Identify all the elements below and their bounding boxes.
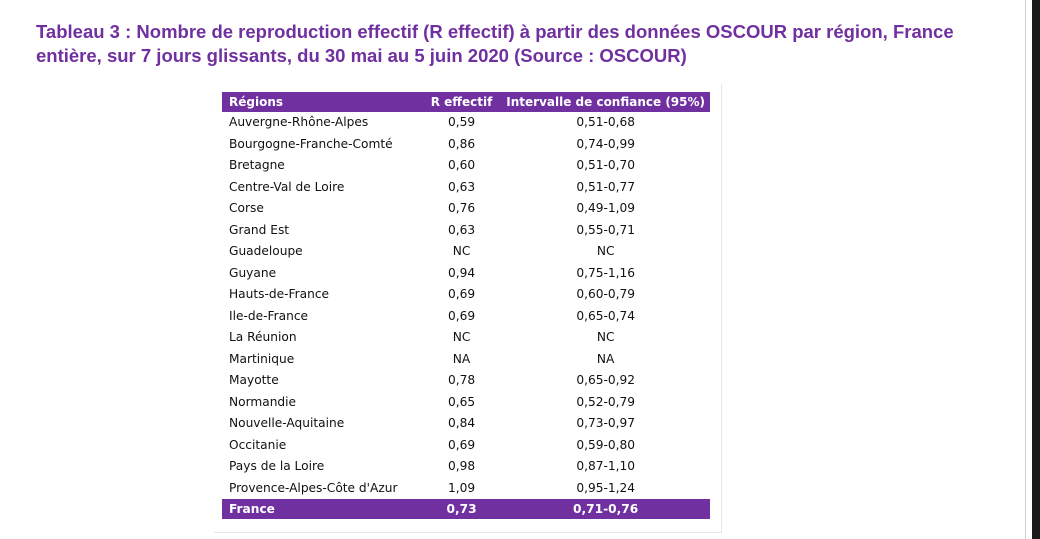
table-row: Bourgogne-Franche-Comté 0,86 0,74-0,99 <box>222 134 710 156</box>
region-cell: Corse <box>229 201 264 215</box>
r-effectif-cell: NC <box>452 330 471 344</box>
table-row: La Réunion NC NC <box>222 327 710 349</box>
region-cell: Centre-Val de Loire <box>229 179 345 194</box>
region-cell: Grand Est <box>229 222 290 237</box>
table-row: Mayotte 0,78 0,65-0,92 <box>222 370 710 392</box>
table-row: Nouvelle-Aquitaine 0,84 0,73-0,97 <box>222 413 710 435</box>
confidence-interval-cell: 0,73-0,97 <box>576 416 635 430</box>
confidence-interval-cell: 0,49-1,09 <box>576 201 635 215</box>
table-row: Occitanie 0,69 0,59-0,80 <box>222 435 710 457</box>
table-body: Auvergne-Rhône-Alpes 0,59 0,51-0,68 Bourgog… <box>222 112 710 499</box>
confidence-interval-cell: NC <box>596 244 615 258</box>
table-row: Provence-Alpes-Côte d'Azur 1,09 0,95-1,24 <box>222 478 710 500</box>
table-row: Pays de la Loire 0,98 0,87-1,10 <box>222 456 710 478</box>
total-r-cell: 0,73 <box>421 499 502 519</box>
region-cell: Pays de la Loire <box>229 459 325 473</box>
confidence-interval-cell: 0,51-0,70 <box>576 158 635 172</box>
confidence-interval-cell: 0,51-0,77 <box>576 179 635 194</box>
table-row: Guadeloupe NC NC <box>222 241 710 263</box>
total-ci-cell: 0,71-0,76 <box>501 499 710 519</box>
header-r-effectif: R effectif <box>421 92 502 112</box>
window-edge <box>1032 0 1040 539</box>
r-effectif-cell: NA <box>452 351 471 366</box>
region-cell: Normandie <box>229 394 297 409</box>
confidence-interval-cell: 0,55-0,71 <box>576 222 635 237</box>
r-effectif-cell: NC <box>452 244 471 258</box>
confidence-interval-cell: 0,59-0,80 <box>576 437 635 452</box>
region-cell: Mayotte <box>229 373 279 387</box>
r-effectif-cell: 0,59 <box>447 115 476 129</box>
region-cell: Auvergne-Rhône-Alpes <box>229 115 369 129</box>
region-cell: Ile-de-France <box>229 308 309 323</box>
r-effectif-cell: 0,94 <box>447 265 476 280</box>
region-cell: La Réunion <box>229 330 297 344</box>
region-cell: Bretagne <box>229 158 285 172</box>
confidence-interval-cell: 0,60-0,79 <box>576 287 635 301</box>
region-cell: Guadeloupe <box>229 244 303 258</box>
r-effectif-cell: 1,09 <box>447 480 476 495</box>
region-cell: Bourgogne-Franche-Comté <box>229 136 393 151</box>
r-effectif-cell: 0,69 <box>447 437 476 452</box>
r-effectif-cell: 0,63 <box>447 179 476 194</box>
r-effectif-cell: 0,69 <box>447 308 476 323</box>
total-region-cell: France <box>222 499 422 519</box>
total-row-france: France 0,73 0,71-0,76 <box>222 499 710 519</box>
r-effectif-cell: 0,63 <box>447 222 476 237</box>
table-header-row: Régions R effectif Intervalle de confian… <box>222 92 710 112</box>
r-effectif-cell: 0,60 <box>447 158 476 172</box>
table-row: Hauts-de-France 0,69 0,60-0,79 <box>222 284 710 306</box>
r-effectif-cell: 0,78 <box>447 373 476 387</box>
confidence-interval-cell: 0,51-0,68 <box>576 115 635 129</box>
region-cell: Nouvelle-Aquitaine <box>229 416 345 430</box>
confidence-interval-cell: 0,65-0,74 <box>576 308 635 323</box>
region-cell: Hauts-de-France <box>229 287 330 301</box>
r-effectif-cell: 0,69 <box>447 287 476 301</box>
header-confidence-interval: Intervalle de confiance (95%) <box>501 92 710 112</box>
table-row: Martinique NA NA <box>222 349 710 371</box>
confidence-interval-cell: 0,74-0,99 <box>576 136 635 151</box>
table-row: Auvergne-Rhône-Alpes 0,59 0,51-0,68 <box>222 112 710 134</box>
confidence-interval-cell: NA <box>596 351 615 366</box>
r-effectif-cell: 0,86 <box>447 136 476 151</box>
header-regions: Régions <box>222 92 422 112</box>
table-row: Grand Est 0,63 0,55-0,71 <box>222 220 710 242</box>
region-cell: Provence-Alpes-Côte d'Azur <box>229 480 398 495</box>
table-row: Corse 0,76 0,49-1,09 <box>222 198 710 220</box>
confidence-interval-cell: 0,75-1,16 <box>576 265 635 280</box>
r-effectif-table: Régions R effectif Intervalle de confian… <box>222 92 710 519</box>
table-card: Régions R effectif Intervalle de confian… <box>214 84 722 533</box>
region-cell: Guyane <box>229 265 277 280</box>
table-row: Normandie 0,65 0,52-0,79 <box>222 392 710 414</box>
table-row: Centre-Val de Loire 0,63 0,51-0,77 <box>222 177 710 199</box>
confidence-interval-cell: 0,95-1,24 <box>576 480 635 495</box>
table-caption: Tableau 3 : Nombre de reproduction effec… <box>36 21 954 66</box>
page-edge-line <box>1025 0 1026 539</box>
table-row: Bretagne 0,60 0,51-0,70 <box>222 155 710 177</box>
r-effectif-cell: 0,76 <box>447 201 476 215</box>
confidence-interval-cell: NC <box>596 330 615 344</box>
r-effectif-cell: 0,84 <box>447 416 476 430</box>
r-effectif-cell: 0,65 <box>447 394 476 409</box>
confidence-interval-cell: 0,65-0,92 <box>576 373 635 387</box>
table-row: Guyane 0,94 0,75-1,16 <box>222 263 710 285</box>
table-row: Ile-de-France 0,69 0,65-0,74 <box>222 306 710 328</box>
region-cell: Occitanie <box>229 437 287 452</box>
confidence-interval-cell: 0,87-1,10 <box>576 459 635 473</box>
region-cell: Martinique <box>229 351 295 366</box>
r-effectif-cell: 0,98 <box>447 459 476 473</box>
confidence-interval-cell: 0,52-0,79 <box>576 394 635 409</box>
